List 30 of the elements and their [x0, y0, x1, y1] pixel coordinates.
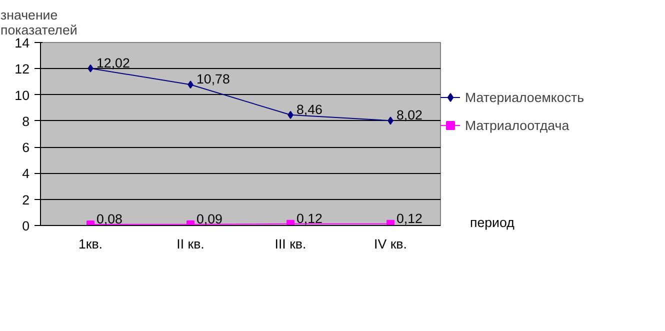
x-tick-label: III кв. [274, 236, 306, 252]
y-axis-title: значение показателей [0, 8, 78, 38]
y-tick-label: 2 [22, 192, 30, 208]
point [288, 110, 294, 119]
legend-label: Матриалоотдача [465, 118, 570, 132]
x-tick-label: II кв. [176, 236, 204, 252]
data-label: 0,08 [96, 211, 122, 226]
y-tick-label: 10 [14, 88, 30, 103]
point [286, 220, 294, 226]
x-axis-title: период [470, 214, 514, 232]
point [88, 64, 94, 72]
data-label: 0,12 [296, 210, 322, 226]
data-label: 0,12 [396, 210, 422, 226]
data-label: 12,02 [96, 55, 130, 70]
y-tick-label: 8 [22, 114, 30, 129]
y-tick-label: 6 [22, 140, 30, 156]
data-label: 0,09 [196, 211, 222, 226]
point [388, 116, 394, 125]
y-tick-label: 0 [22, 218, 30, 234]
data-label: 8,46 [296, 102, 322, 117]
legend-label: Материалоемкость [465, 90, 584, 104]
data-label: 10,78 [196, 72, 230, 87]
y-tick-label: 12 [14, 62, 30, 77]
data-label: 8,02 [396, 108, 422, 123]
y-tick-label: 14 [14, 36, 30, 50]
x-tick-label: 1кв. [78, 236, 103, 252]
y-tick-label: 4 [22, 166, 30, 182]
point [386, 220, 394, 226]
x-tick-label: IV кв. [374, 236, 407, 252]
point [188, 80, 194, 89]
